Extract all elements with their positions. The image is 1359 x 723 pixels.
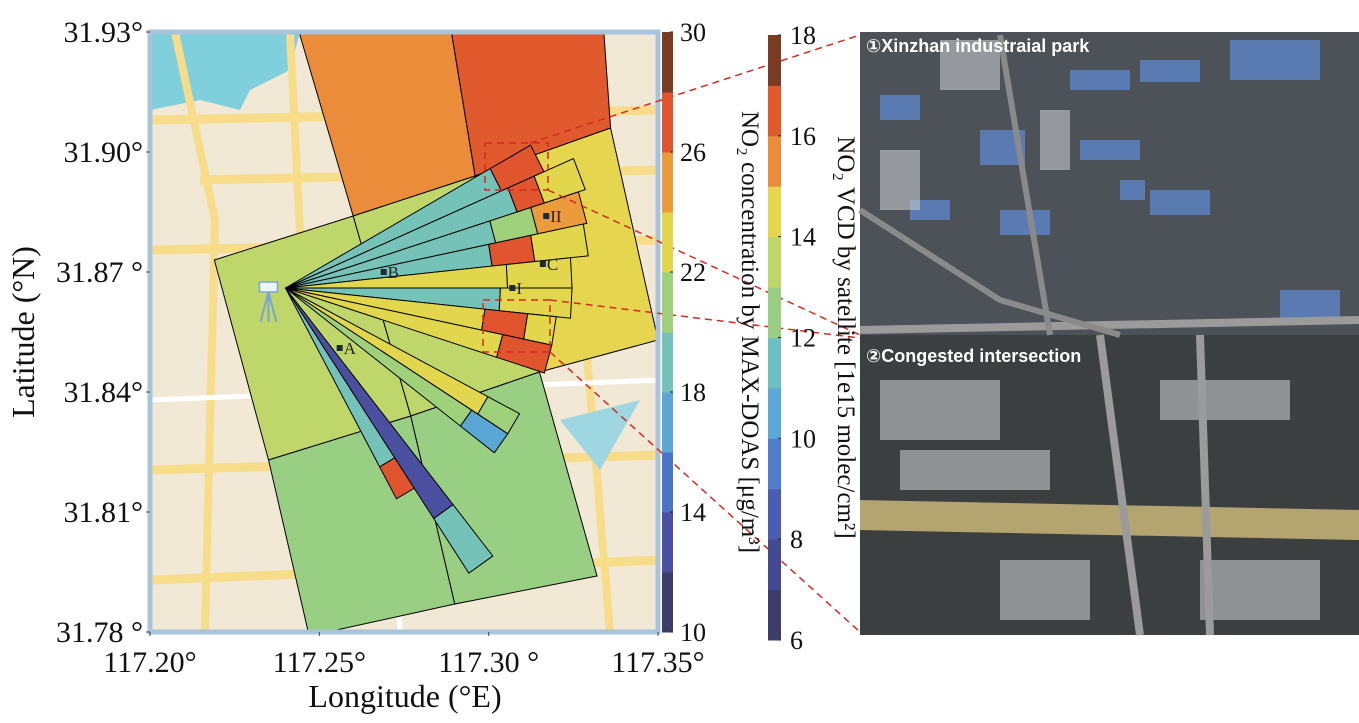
x-tick-label: 117.30 ° xyxy=(438,646,539,679)
colorbar-band xyxy=(662,392,673,453)
y-tick-label: 31.93° xyxy=(64,16,144,49)
site-label: II xyxy=(550,207,562,226)
colorbar-band xyxy=(662,572,673,633)
colorbar-label: NO₂ concentration by MAX-DOAS [μg/m³] xyxy=(736,111,763,553)
colorbar-band xyxy=(768,438,781,489)
site-marker xyxy=(337,345,343,351)
instrument-body xyxy=(259,282,277,292)
colorbar-band xyxy=(768,237,781,288)
colorbar-band xyxy=(662,272,673,333)
colorbar-band xyxy=(768,136,781,187)
y-tick-label: 31.84° xyxy=(64,376,144,409)
colorbar-band xyxy=(662,332,673,393)
colorbar-tick-label: 30 xyxy=(680,18,706,47)
site-marker xyxy=(381,269,387,275)
colorbar-tick-label: 26 xyxy=(680,138,706,167)
colorbar-label: NO₂ VCD by satellite [1e15 molec/cm²] xyxy=(832,136,859,538)
x-tick-label: 117.35° xyxy=(611,646,704,679)
colorbar-band xyxy=(662,92,673,153)
colorbar-band xyxy=(662,452,673,513)
photo-caption: ②Congested intersection xyxy=(866,346,1081,366)
colorbar-band xyxy=(768,489,781,540)
x-tick-label: 117.20° xyxy=(103,646,196,679)
colorbar-band xyxy=(662,152,673,213)
site-label: I xyxy=(516,279,522,298)
colorbar-tick-label: 14 xyxy=(680,498,706,527)
x-axis-label: Longitude (°E) xyxy=(308,678,501,714)
photo-caption: ①Xinzhan industraial park xyxy=(866,36,1090,56)
site-marker xyxy=(543,213,549,219)
site-marker xyxy=(540,261,546,267)
site-label: B xyxy=(388,263,399,282)
colorbar-tick-label: 12 xyxy=(790,324,816,353)
y-tick-label: 31.90° xyxy=(64,136,144,169)
colorbar-band xyxy=(768,85,781,136)
satellite-photos xyxy=(860,32,1359,635)
colorbar-tick-label: 8 xyxy=(790,525,803,554)
colorbar-tick-label: 18 xyxy=(680,378,706,407)
site-label: A xyxy=(344,339,357,358)
colorbar-tick-label: 14 xyxy=(790,223,816,252)
site-label: C xyxy=(547,255,558,274)
y-tick-label: 31.81° xyxy=(64,496,144,529)
colorbar-band xyxy=(662,212,673,273)
colorbar-band xyxy=(768,388,781,439)
colorbar-band xyxy=(768,590,781,641)
colorbar-band xyxy=(662,32,673,93)
colorbar-tick-label: 18 xyxy=(790,21,816,50)
colorbar-tick-label: 16 xyxy=(790,122,816,151)
colorbar-band xyxy=(768,186,781,237)
colorbar-tick-label: 10 xyxy=(790,424,816,453)
colorbar-tick-label: 22 xyxy=(680,258,706,287)
y-axis-label: Latitude (°N) xyxy=(5,246,41,418)
colorbar-band xyxy=(768,287,781,338)
colorbar-band xyxy=(768,539,781,590)
colorbar-band xyxy=(662,512,673,573)
site-marker xyxy=(509,285,515,291)
figure: ABCIII ①Xinzhan industraial park ②Conges… xyxy=(0,0,1359,723)
colorbar-band xyxy=(768,338,781,389)
x-tick-label: 117.25° xyxy=(273,646,366,679)
y-tick-label: 31.78 ° xyxy=(56,616,143,649)
colorbar-tick-label: 10 xyxy=(680,618,706,647)
colorbar-tick-label: 6 xyxy=(790,626,803,655)
colorbar-band xyxy=(768,35,781,86)
y-tick-label: 31.87 ° xyxy=(56,256,143,289)
